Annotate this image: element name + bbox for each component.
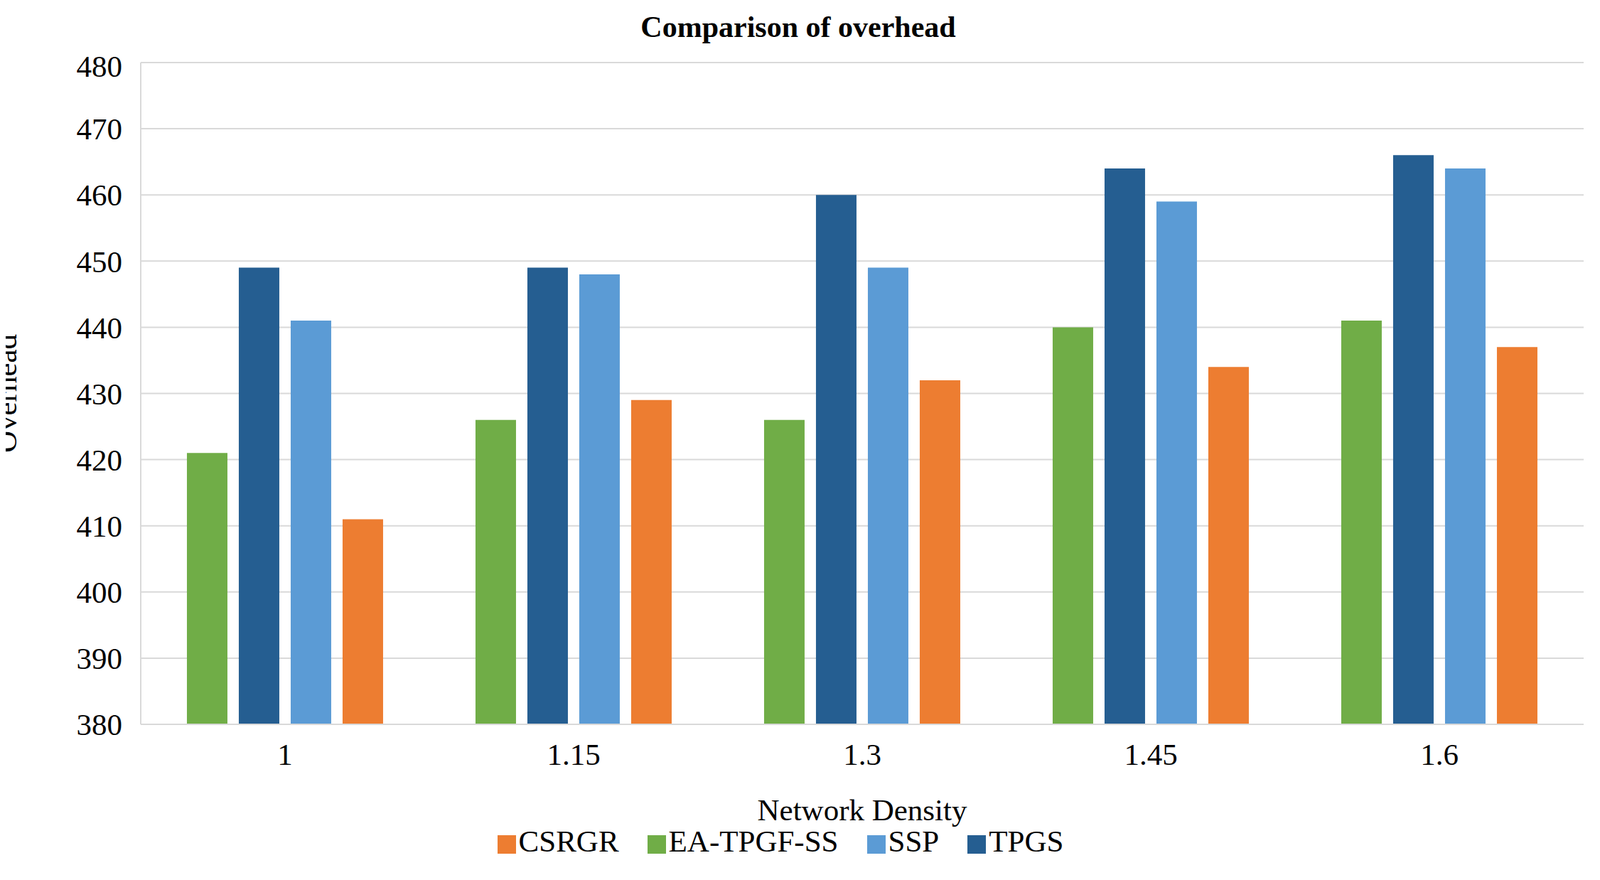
svg-text:1: 1 xyxy=(277,737,293,772)
svg-text:1.3: 1.3 xyxy=(843,737,882,772)
svg-text:1.6: 1.6 xyxy=(1420,737,1459,772)
svg-text:410: 410 xyxy=(76,509,123,544)
html-text:EA-TPGF-SS: EA-TPGF-SS xyxy=(668,824,839,858)
svg-text:420: 420 xyxy=(76,443,123,477)
html-text:TPGS: TPGS xyxy=(988,824,1064,858)
svg-text:380: 380 xyxy=(76,707,123,742)
svg-text:Overhead: Overhead xyxy=(5,334,23,453)
html-text:Comparison of overhead: Comparison of overhead xyxy=(640,10,956,44)
svg-text:450: 450 xyxy=(76,245,123,279)
svg-text:390: 390 xyxy=(76,641,123,676)
svg-text:400: 400 xyxy=(76,575,123,610)
svg-text:1.45: 1.45 xyxy=(1123,737,1178,772)
svg-text:1.15: 1.15 xyxy=(546,737,600,772)
svg-text:430: 430 xyxy=(76,377,123,411)
svg-text:Network Density: Network Density xyxy=(757,793,968,827)
svg-text:470: 470 xyxy=(76,112,123,146)
svg-text:440: 440 xyxy=(76,311,123,345)
svg-text:480: 480 xyxy=(76,49,123,84)
html-text:CSRGR: CSRGR xyxy=(518,824,619,858)
svg-text:460: 460 xyxy=(76,178,123,212)
html-text:SSP: SSP xyxy=(888,824,940,858)
